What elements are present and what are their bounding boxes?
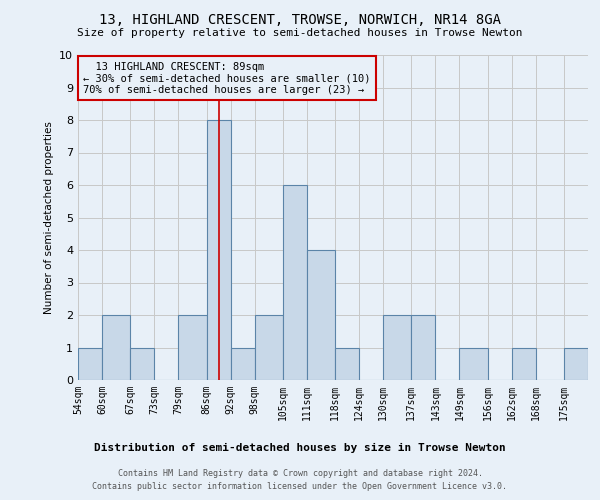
Y-axis label: Number of semi-detached properties: Number of semi-detached properties — [44, 121, 53, 314]
Bar — [383, 315, 412, 380]
Bar — [206, 120, 230, 380]
Bar — [178, 315, 206, 380]
Bar — [460, 348, 488, 380]
Bar — [78, 348, 102, 380]
Bar — [564, 348, 588, 380]
Bar — [307, 250, 335, 380]
Text: 13, HIGHLAND CRESCENT, TROWSE, NORWICH, NR14 8GA: 13, HIGHLAND CRESCENT, TROWSE, NORWICH, … — [99, 12, 501, 26]
Bar — [102, 315, 130, 380]
Bar — [512, 348, 536, 380]
Text: Size of property relative to semi-detached houses in Trowse Newton: Size of property relative to semi-detach… — [77, 28, 523, 38]
Text: Contains public sector information licensed under the Open Government Licence v3: Contains public sector information licen… — [92, 482, 508, 491]
Text: Distribution of semi-detached houses by size in Trowse Newton: Distribution of semi-detached houses by … — [94, 442, 506, 452]
Text: Contains HM Land Registry data © Crown copyright and database right 2024.: Contains HM Land Registry data © Crown c… — [118, 468, 482, 477]
Bar — [130, 348, 154, 380]
Bar — [254, 315, 283, 380]
Bar — [335, 348, 359, 380]
Text: 13 HIGHLAND CRESCENT: 89sqm  
← 30% of semi-detached houses are smaller (10)
70%: 13 HIGHLAND CRESCENT: 89sqm ← 30% of sem… — [83, 62, 371, 94]
Bar — [283, 185, 307, 380]
Bar — [230, 348, 254, 380]
Bar — [412, 315, 436, 380]
